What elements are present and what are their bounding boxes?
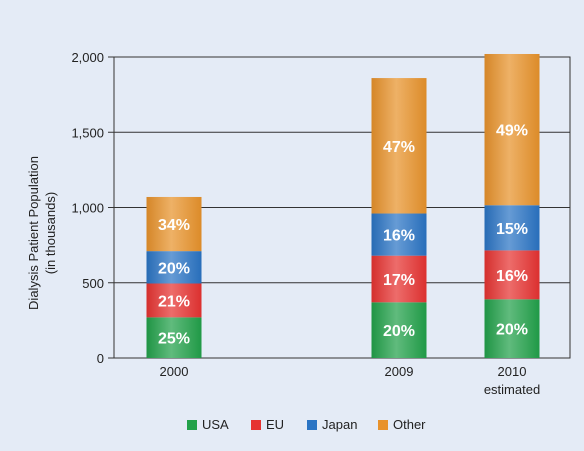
legend-item-other: Other: [378, 417, 426, 432]
bar-data-label: 16%: [383, 228, 415, 245]
y-tick-label: 1,000: [71, 201, 104, 216]
bar-segment-japan-2000: [146, 251, 202, 284]
legend-label: EU: [266, 417, 284, 432]
bar-segment-eu-2000: [146, 283, 202, 318]
bar-segment-japan-2010: [484, 205, 540, 251]
bar-segment-other-2009: [371, 78, 427, 214]
bar-segment-other-2000: [146, 196, 202, 252]
bar-data-label: 49%: [496, 123, 528, 140]
bar-data-label: 20%: [496, 322, 528, 339]
bar-data-label: 20%: [383, 323, 415, 340]
legend-label: Japan: [322, 417, 357, 432]
y-tick-label: 2,000: [71, 50, 104, 65]
y-tick-label: 0: [97, 351, 104, 366]
legend-item-usa: USA: [187, 417, 229, 432]
bar-segment-usa-2000: [146, 317, 202, 358]
bar-segment-usa-2009: [371, 302, 427, 358]
legend-item-japan: Japan: [307, 417, 357, 432]
bar-data-label: 47%: [383, 139, 415, 156]
bar-segment-usa-2010: [484, 299, 540, 358]
bar-segment-eu-2010: [484, 250, 540, 300]
y-axis-subtitle: (in thousands): [43, 192, 58, 274]
legend-item-eu: EU: [251, 417, 284, 432]
legend-label: USA: [202, 417, 229, 432]
x-tick-label: 2010: [498, 364, 527, 379]
y-tick-label: 500: [82, 276, 104, 291]
bar-data-label: 21%: [158, 293, 190, 310]
legend-label: Other: [393, 417, 426, 432]
bar-data-label: 25%: [158, 331, 190, 348]
legend-swatch: [378, 420, 388, 430]
x-tick-label: 2009: [385, 364, 414, 379]
bar-data-label: 34%: [158, 217, 190, 234]
bar-data-label: 17%: [383, 272, 415, 289]
y-axis-title: Dialysis Patient Population: [26, 156, 41, 310]
bar-segment-eu-2009: [371, 255, 427, 303]
bar-segment-japan-2009: [371, 213, 427, 256]
bar-segment-other-2010: [484, 53, 540, 206]
x-tick-label: 2000: [160, 364, 189, 379]
bar-data-label: 15%: [496, 221, 528, 238]
bar-data-label: 16%: [496, 268, 528, 285]
bar-data-label: 20%: [158, 260, 190, 277]
legend-swatch: [187, 420, 197, 430]
legend-swatch: [251, 420, 261, 430]
x-tick-sublabel: estimated: [484, 382, 540, 397]
legend-swatch: [307, 420, 317, 430]
y-tick-label: 1,500: [71, 125, 104, 140]
